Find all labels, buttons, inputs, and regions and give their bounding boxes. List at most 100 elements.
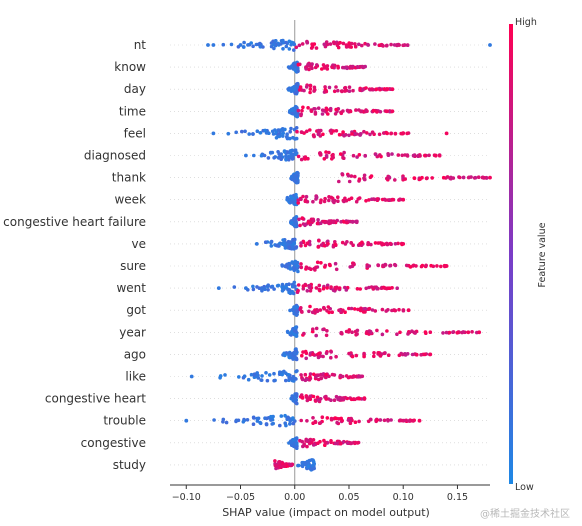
shap-point: [354, 108, 358, 112]
shap-point: [334, 394, 339, 399]
shap-point: [314, 46, 319, 50]
shap-point: [418, 154, 422, 158]
shap-point: [375, 328, 379, 333]
shap-point: [308, 372, 313, 376]
feature-label: feel: [124, 126, 146, 140]
shap-point: [386, 152, 390, 156]
feature-label: sure: [120, 259, 146, 273]
shap-point: [336, 45, 341, 50]
shap-point: [327, 310, 331, 315]
shap-point: [336, 64, 340, 69]
shap-point: [367, 198, 371, 202]
shap-point: [308, 289, 313, 293]
feature-label: study: [113, 458, 146, 472]
shap-point: [272, 46, 276, 51]
shap-point: [355, 155, 359, 159]
shap-point: [299, 113, 303, 118]
shap-point: [414, 353, 419, 357]
shap-point: [299, 244, 303, 248]
shap-point: [279, 464, 284, 468]
shap-point: [349, 196, 354, 200]
shap-point: [252, 153, 256, 158]
shap-point: [251, 132, 255, 136]
shap-point: [308, 128, 312, 132]
shap-point: [287, 66, 292, 70]
shap-point: [349, 241, 354, 245]
shap-point: [405, 154, 410, 158]
shap-point: [273, 39, 278, 43]
shap-point: [441, 175, 446, 180]
shap-point: [307, 285, 312, 290]
shap-point: [294, 45, 299, 50]
shap-point: [357, 396, 362, 401]
shap-point: [290, 290, 295, 295]
shap-point: [259, 378, 264, 383]
feature-label: week: [114, 193, 146, 207]
shap-point: [352, 307, 357, 311]
shap-point: [255, 285, 259, 289]
shap-point: [320, 108, 325, 112]
shap-point: [303, 460, 308, 465]
shap-point: [350, 354, 355, 359]
shap-point: [300, 216, 305, 221]
shap-point: [405, 352, 410, 356]
shap-point: [315, 395, 320, 400]
shap-point: [269, 244, 274, 248]
shap-point: [311, 421, 315, 426]
shap-point: [340, 89, 344, 94]
shap-point: [294, 369, 298, 374]
shap-point: [276, 243, 280, 248]
shap-point: [325, 67, 330, 71]
shap-point: [284, 371, 288, 376]
shap-point: [321, 132, 325, 137]
shap-point: [290, 260, 295, 264]
shap-point: [306, 62, 311, 66]
shap-point: [305, 419, 309, 423]
shap-point: [288, 267, 293, 271]
shap-point: [289, 89, 294, 93]
shap-point: [290, 177, 295, 182]
colorbar: High Low Feature value: [509, 17, 548, 493]
shap-point: [224, 420, 229, 425]
shap-point: [393, 178, 397, 182]
shap-point: [353, 420, 358, 425]
shap-point: [326, 305, 331, 309]
shap-point: [378, 87, 382, 92]
shap-point: [303, 157, 308, 161]
shap-point: [330, 372, 335, 377]
shap-point: [327, 219, 332, 223]
shap-point: [413, 331, 417, 335]
shap-point: [336, 195, 340, 199]
shap-point: [383, 286, 387, 290]
shap-point: [335, 420, 339, 425]
shap-point: [300, 310, 304, 314]
shap-point: [356, 197, 361, 201]
shap-point: [362, 173, 367, 178]
shap-point: [325, 416, 330, 420]
shap-point: [242, 45, 246, 49]
shap-point: [206, 43, 210, 47]
shap-point: [293, 148, 298, 152]
shap-point: [312, 107, 316, 111]
shap-point: [401, 242, 406, 246]
shap-point: [238, 43, 243, 47]
shap-point: [358, 133, 362, 137]
shap-point: [317, 421, 322, 426]
shap-point: [361, 310, 366, 314]
shap-point: [358, 242, 362, 246]
shap-point: [376, 263, 381, 268]
shap-point: [336, 199, 340, 203]
shap-point: [229, 42, 234, 47]
shap-point: [304, 395, 309, 400]
shap-point: [393, 242, 398, 246]
shap-point: [292, 438, 296, 442]
shap-point: [211, 43, 216, 47]
shap-point: [293, 91, 298, 95]
shap-point: [327, 374, 331, 379]
shap-point: [291, 245, 295, 249]
shap-point: [376, 351, 381, 355]
shap-point: [488, 43, 492, 47]
shap-point: [362, 396, 367, 400]
shap-point: [418, 177, 422, 181]
shap-point: [321, 354, 325, 359]
